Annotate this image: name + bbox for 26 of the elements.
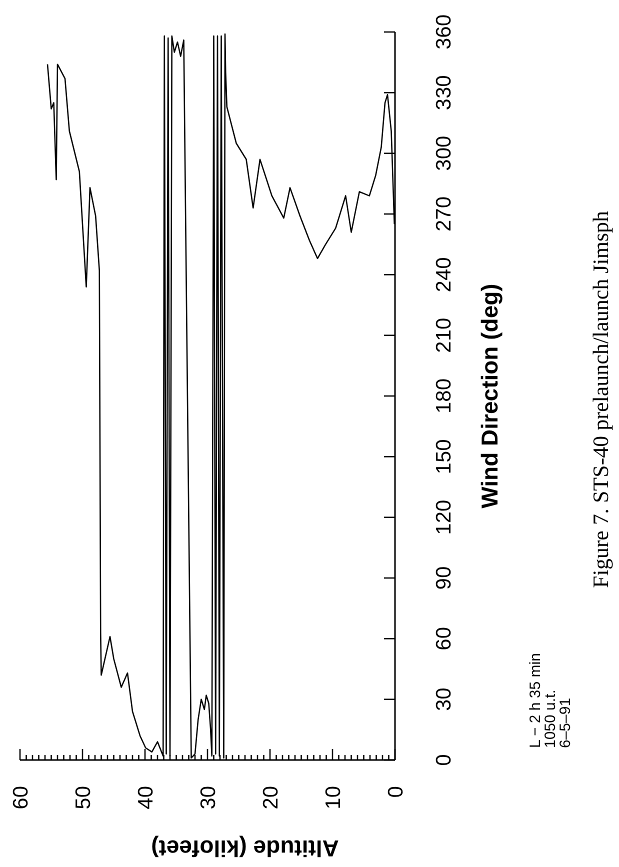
y-tick-label: 270 (432, 196, 456, 232)
text: 1050 u.t. (542, 688, 559, 748)
x-tick-label: 30 (196, 786, 220, 810)
x-tick-label: 0 (384, 786, 408, 798)
x-tick-label: 10 (322, 786, 345, 810)
x-tick-label: 60 (9, 786, 32, 810)
y-tick-label: 30 (432, 688, 456, 712)
x-tick-label: 50 (72, 786, 95, 810)
y-tick-label: 150 (432, 439, 456, 474)
y-tick-label: 240 (432, 257, 456, 292)
text: 6–5–91 (557, 696, 574, 748)
y-tick-label: 300 (432, 136, 456, 171)
text: L − 2 h 35 min (527, 653, 544, 748)
x-tick-label: 40 (134, 786, 158, 810)
y-tick-label: 0 (432, 754, 456, 766)
x-axis-title: Altitude (kilofeet) (151, 834, 339, 862)
y-tick-label: 60 (432, 626, 456, 650)
y-tick-label: 90 (432, 566, 456, 590)
y-tick-label: 330 (432, 75, 456, 110)
y-axis-title: Wind Direction (deg) (476, 284, 504, 508)
y-tick-label: 120 (432, 500, 456, 535)
x-tick-label: 20 (259, 786, 282, 810)
y-tick-label: 210 (432, 318, 456, 353)
text: Figure 7. STS-40 prelaunch/launch Jimsph (588, 210, 614, 588)
y-tick-label: 360 (432, 14, 456, 50)
y-tick-label: 180 (432, 378, 456, 414)
